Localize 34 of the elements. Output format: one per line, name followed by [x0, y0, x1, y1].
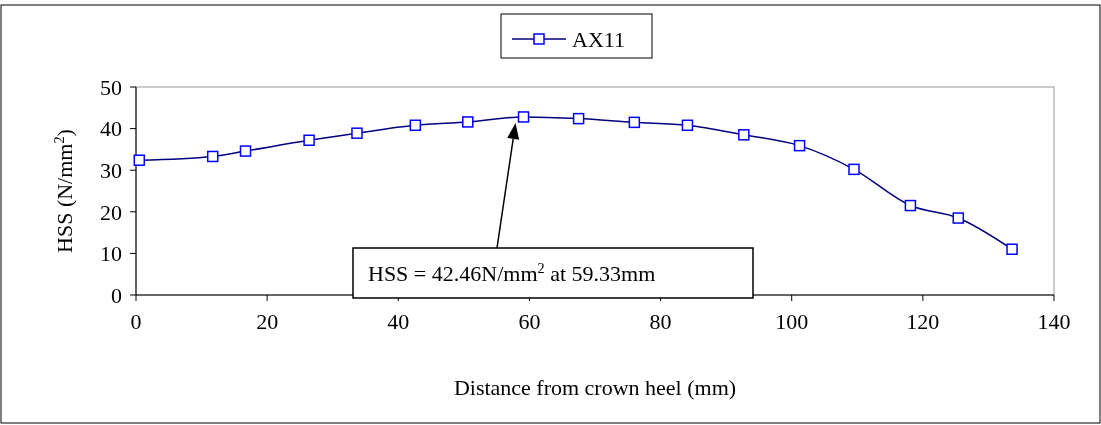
annotation: HSS = 42.46N/mm$^{2}$ at 59.33mm — [368, 260, 656, 286]
point — [462, 116, 474, 128]
y-tick-label: 0 — [111, 282, 122, 308]
point — [848, 163, 860, 176]
point — [681, 119, 694, 132]
point — [409, 119, 422, 132]
point — [738, 129, 750, 141]
x-tick-label: 120 — [906, 309, 940, 334]
point — [793, 139, 806, 152]
x-tick-label: 60 — [518, 309, 541, 334]
x-axis-title: Distance from crown heel (mm) — [453, 375, 737, 400]
x-tick-label: 140 — [1037, 309, 1071, 334]
legend-label: AX11 — [572, 27, 625, 52]
point — [303, 134, 315, 146]
x-tick-label: 80 — [649, 309, 672, 334]
y-tick-label: 20 — [100, 199, 122, 225]
x-tick-label: 100 — [775, 309, 809, 334]
point — [133, 154, 146, 166]
point — [1006, 243, 1018, 255]
y-tick-label: 30 — [100, 157, 122, 183]
point — [952, 212, 965, 224]
x-tick-label: 40 — [387, 309, 410, 334]
point — [628, 116, 641, 129]
y-tick-label: 50 — [100, 74, 122, 100]
point — [904, 199, 917, 212]
point — [239, 145, 252, 157]
point — [351, 127, 363, 139]
y-tick-label: 40 — [100, 116, 122, 142]
point — [206, 150, 219, 163]
point — [572, 112, 585, 125]
point — [517, 111, 530, 123]
y-tick-label: 10 — [100, 241, 122, 267]
x-tick-label: 20 — [256, 309, 279, 334]
x-tick-label: 0 — [130, 309, 142, 334]
